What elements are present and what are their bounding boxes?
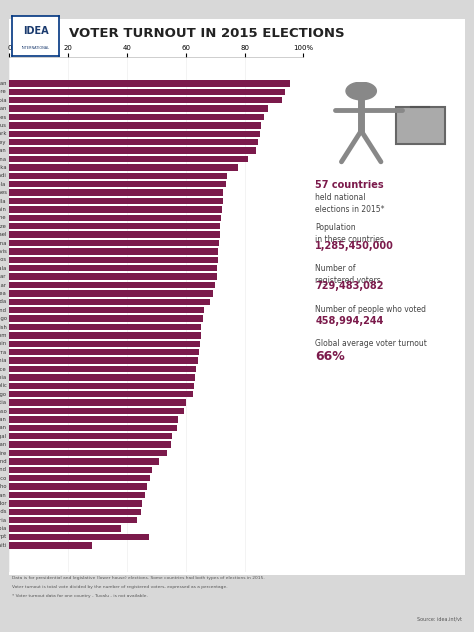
Bar [9, 382, 194, 389]
Text: VOTER TURNOUT IN 2015 ELECTIONS: VOTER TURNOUT IN 2015 ELECTIONS [69, 27, 344, 40]
Bar [9, 173, 227, 179]
Bar [9, 114, 264, 120]
Bar [9, 475, 150, 482]
Bar [9, 399, 186, 406]
Bar [9, 425, 177, 431]
Bar [9, 80, 290, 87]
Bar [9, 358, 198, 364]
Bar [9, 282, 215, 288]
Bar [9, 315, 202, 322]
Bar [9, 299, 210, 305]
Text: Population
in these countries: Population in these countries [315, 223, 384, 244]
Text: 458,994,244: 458,994,244 [315, 316, 383, 326]
Text: Source: idea.int/vt: Source: idea.int/vt [417, 617, 462, 622]
Bar [9, 509, 141, 515]
Bar [9, 391, 193, 398]
Text: 66%: 66% [315, 350, 345, 363]
Bar [9, 542, 92, 549]
Text: held national
elections in 2015*: held national elections in 2015* [315, 193, 385, 214]
Circle shape [346, 82, 376, 100]
Bar [9, 106, 267, 112]
Bar [9, 458, 159, 465]
Bar [9, 341, 200, 347]
Text: * Voter turnout data for one country - Tuvalu - is not available.: * Voter turnout data for one country - T… [12, 594, 148, 598]
Bar [9, 265, 217, 271]
Bar [9, 190, 223, 196]
Bar [9, 156, 248, 162]
Text: 1,285,450,000: 1,285,450,000 [315, 241, 394, 252]
Bar [9, 374, 195, 380]
Bar [9, 223, 220, 229]
Bar [9, 198, 223, 204]
Bar [9, 231, 219, 238]
Bar [9, 240, 219, 246]
Bar [9, 257, 218, 263]
Bar [9, 408, 184, 414]
Bar [9, 307, 204, 313]
Text: INTERNATIONAL: INTERNATIONAL [21, 46, 50, 50]
Bar [9, 248, 218, 255]
Bar [9, 164, 238, 171]
Bar [9, 483, 147, 490]
Bar [9, 215, 221, 221]
Text: Global average voter turnout: Global average voter turnout [315, 339, 427, 348]
Bar [9, 206, 222, 212]
Text: Data is for presidential and legislative (lower house) elections. Some countries: Data is for presidential and legislative… [12, 576, 264, 580]
Text: IDEA: IDEA [23, 27, 48, 36]
Bar [9, 332, 201, 339]
Bar [9, 88, 284, 95]
Text: 729,483,082: 729,483,082 [315, 281, 384, 291]
FancyBboxPatch shape [396, 107, 445, 144]
Text: Number of people who voted: Number of people who voted [315, 305, 426, 313]
Bar [9, 501, 142, 507]
Bar [9, 349, 199, 355]
Bar [9, 274, 217, 280]
Bar [9, 534, 149, 540]
Bar [9, 442, 171, 447]
Bar [9, 450, 167, 456]
Bar [9, 181, 227, 187]
Bar [9, 131, 260, 137]
Bar [9, 466, 152, 473]
Bar [9, 492, 145, 498]
Bar [9, 324, 201, 330]
Bar [9, 416, 178, 423]
Bar [9, 517, 137, 523]
Text: 57 countries: 57 countries [315, 180, 384, 190]
Bar [9, 366, 196, 372]
Bar [9, 122, 261, 128]
Bar [9, 147, 256, 154]
Text: Voter turnout is total vote divided by the number of registered voters, expresse: Voter turnout is total vote divided by t… [12, 585, 228, 589]
Text: Number of
registered voters: Number of registered voters [315, 264, 381, 285]
Bar [9, 525, 121, 532]
Bar [9, 433, 172, 439]
Bar [9, 290, 213, 296]
Bar [9, 139, 258, 145]
Bar [9, 97, 283, 104]
